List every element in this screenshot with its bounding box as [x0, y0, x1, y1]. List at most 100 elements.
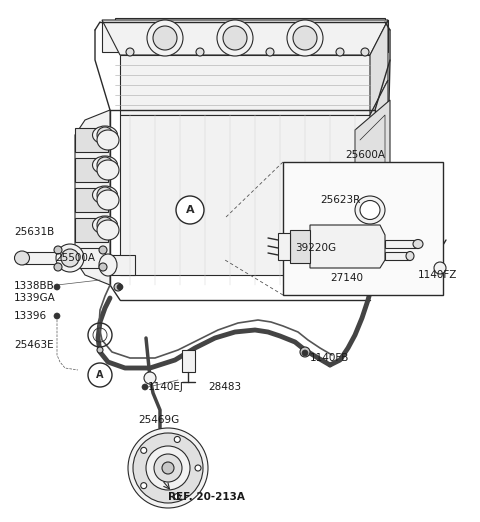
- Circle shape: [353, 183, 397, 227]
- Circle shape: [293, 26, 317, 50]
- Text: 1338BB: 1338BB: [14, 281, 55, 291]
- Circle shape: [154, 454, 182, 482]
- Ellipse shape: [93, 126, 118, 144]
- Circle shape: [97, 187, 113, 203]
- Polygon shape: [75, 110, 110, 285]
- Polygon shape: [75, 128, 108, 152]
- Text: A: A: [96, 370, 104, 380]
- Circle shape: [99, 263, 107, 271]
- Polygon shape: [120, 55, 370, 115]
- Text: REF. 20-213A: REF. 20-213A: [168, 492, 245, 502]
- Circle shape: [176, 196, 204, 224]
- Polygon shape: [108, 255, 135, 275]
- Circle shape: [195, 465, 201, 471]
- Polygon shape: [58, 248, 105, 268]
- Polygon shape: [120, 115, 370, 275]
- Ellipse shape: [97, 190, 119, 210]
- Text: 25463E: 25463E: [14, 340, 54, 350]
- Text: 25500A: 25500A: [55, 253, 95, 263]
- Circle shape: [174, 493, 180, 500]
- Ellipse shape: [97, 160, 119, 180]
- Polygon shape: [370, 20, 388, 115]
- Text: 13396: 13396: [14, 311, 47, 321]
- Circle shape: [133, 433, 203, 503]
- Circle shape: [343, 201, 351, 209]
- Circle shape: [54, 284, 60, 290]
- Circle shape: [117, 284, 123, 290]
- FancyBboxPatch shape: [283, 162, 443, 295]
- Polygon shape: [22, 252, 58, 264]
- Circle shape: [300, 347, 310, 357]
- Circle shape: [302, 350, 308, 356]
- Circle shape: [162, 462, 174, 474]
- Circle shape: [146, 446, 190, 490]
- Circle shape: [434, 262, 446, 274]
- Circle shape: [97, 217, 113, 233]
- Polygon shape: [385, 240, 418, 248]
- Circle shape: [54, 313, 60, 319]
- Circle shape: [56, 244, 84, 272]
- Text: 27140: 27140: [330, 273, 363, 283]
- Polygon shape: [278, 233, 290, 260]
- Circle shape: [141, 483, 147, 489]
- Circle shape: [217, 20, 253, 56]
- Circle shape: [223, 26, 247, 50]
- Text: A: A: [186, 205, 194, 215]
- Text: 39220G: 39220G: [295, 243, 336, 253]
- Circle shape: [147, 20, 183, 56]
- Circle shape: [357, 177, 365, 185]
- Polygon shape: [75, 218, 108, 242]
- Circle shape: [266, 48, 274, 56]
- Ellipse shape: [413, 240, 423, 248]
- Circle shape: [361, 48, 369, 56]
- Circle shape: [128, 428, 208, 508]
- Ellipse shape: [97, 130, 119, 150]
- Circle shape: [99, 246, 107, 254]
- Polygon shape: [102, 20, 388, 55]
- Circle shape: [336, 48, 344, 56]
- Circle shape: [54, 263, 62, 271]
- Circle shape: [144, 372, 156, 384]
- Polygon shape: [290, 230, 310, 263]
- Ellipse shape: [355, 196, 385, 224]
- Circle shape: [88, 363, 112, 387]
- Text: 1140EJ: 1140EJ: [148, 382, 184, 392]
- Text: 1339GA: 1339GA: [14, 293, 56, 303]
- Polygon shape: [75, 188, 108, 212]
- Ellipse shape: [93, 186, 118, 204]
- Ellipse shape: [93, 216, 118, 234]
- Circle shape: [141, 447, 147, 454]
- Circle shape: [357, 226, 365, 233]
- Polygon shape: [102, 20, 388, 52]
- Polygon shape: [385, 252, 410, 260]
- Circle shape: [174, 436, 180, 443]
- Circle shape: [97, 127, 113, 143]
- Text: 1140FB: 1140FB: [310, 353, 349, 363]
- Text: 28483: 28483: [208, 382, 241, 392]
- Ellipse shape: [97, 220, 119, 240]
- Circle shape: [196, 48, 204, 56]
- Circle shape: [399, 201, 407, 209]
- Text: 25623R: 25623R: [320, 195, 360, 205]
- Circle shape: [142, 384, 148, 390]
- Text: 25469G: 25469G: [138, 415, 179, 425]
- Polygon shape: [310, 225, 385, 268]
- Circle shape: [126, 48, 134, 56]
- Polygon shape: [115, 18, 385, 50]
- Circle shape: [97, 157, 113, 173]
- Text: 25631B: 25631B: [14, 227, 54, 237]
- Circle shape: [340, 170, 410, 240]
- Ellipse shape: [14, 251, 29, 265]
- Circle shape: [153, 26, 177, 50]
- Circle shape: [54, 246, 62, 254]
- Circle shape: [385, 177, 393, 185]
- Ellipse shape: [360, 200, 380, 219]
- Circle shape: [61, 249, 79, 267]
- Circle shape: [287, 20, 323, 56]
- Polygon shape: [182, 350, 195, 372]
- Circle shape: [365, 195, 385, 215]
- Text: 25600A: 25600A: [345, 150, 385, 160]
- Text: 1140FZ: 1140FZ: [418, 270, 457, 280]
- Circle shape: [385, 226, 393, 233]
- Ellipse shape: [93, 156, 118, 174]
